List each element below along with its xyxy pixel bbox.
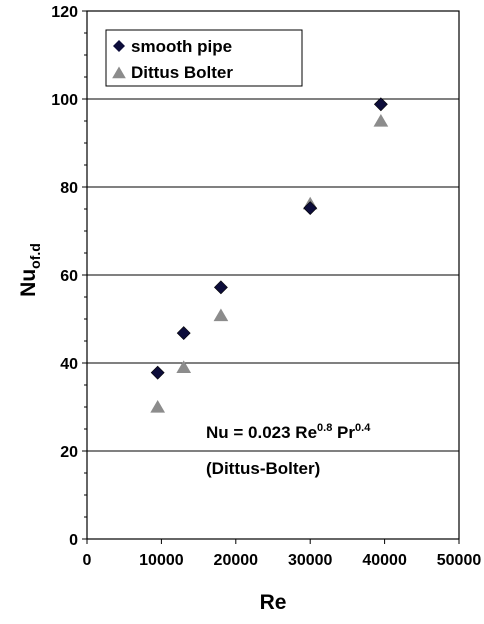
smooth-pipe-point (213, 280, 228, 295)
legend-label-dittus-bolter: Dittus Bolter (131, 63, 233, 82)
grid-lines (87, 98, 459, 452)
x-tick-label: 20000 (214, 552, 259, 569)
smooth-pipe-point (176, 326, 191, 341)
x-axis-title: Re (260, 591, 287, 614)
smooth-pipe-point (150, 365, 165, 380)
legend-diamond-marker (113, 40, 125, 52)
legend-box (105, 29, 303, 87)
x-tick-label: 30000 (288, 552, 333, 569)
smooth-pipe-point (303, 201, 318, 216)
data-points (150, 97, 389, 413)
annotation-equation: Nu = 0.023 Re0.8 Pr0.4 (206, 422, 371, 442)
y-tick-label: 0 (69, 532, 78, 549)
dittus-bolter-point (373, 114, 389, 127)
x-tick-label: 40000 (362, 552, 407, 569)
y-tick-label: 40 (60, 356, 78, 373)
x-tick-label: 10000 (139, 552, 184, 569)
smooth-pipe-point (373, 97, 388, 112)
tick-labels: 0 20 40 60 80 100 120 0 10000 20000 30000 40000 5000… (51, 4, 481, 569)
y-tick-label: 100 (51, 92, 78, 109)
y-axis-title: Nuof.d (17, 243, 43, 297)
legend-triangle-marker (112, 66, 126, 79)
y-tick-label: 120 (51, 4, 78, 21)
dittus-bolter-point (150, 400, 166, 413)
y-tick-label: 20 (60, 444, 78, 461)
x-tick-label: 0 (83, 552, 92, 569)
plot-area-frame (86, 10, 460, 540)
legend: smooth pipe Dittus Bolter (105, 29, 303, 87)
x-tick-label: 50000 (437, 552, 482, 569)
dittus-bolter-point (176, 360, 192, 373)
y-tick-label: 60 (60, 268, 78, 285)
annotation-source: (Dittus-Bolter) (206, 459, 320, 478)
correlation-annotation: Nu = 0.023 Re0.8 Pr0.4 (Dittus-Bolter) (206, 422, 371, 478)
dittus-bolter-point (213, 308, 229, 322)
legend-label-smooth-pipe: smooth pipe (131, 37, 232, 56)
y-tick-label: 80 (60, 180, 78, 197)
